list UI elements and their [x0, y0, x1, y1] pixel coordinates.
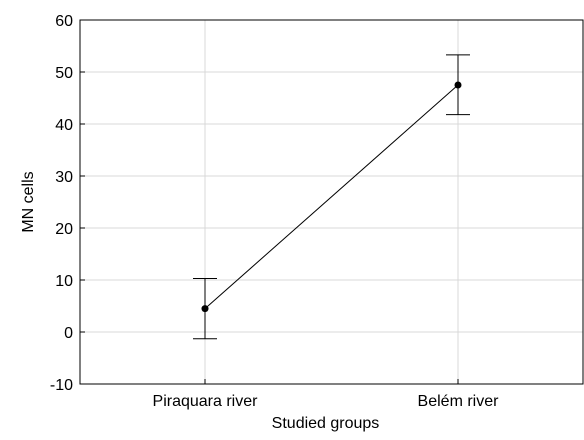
- y-tick-label: -10: [50, 377, 73, 394]
- y-tick-label: 60: [55, 13, 73, 30]
- tick-layer: -10 0 10 20 30 40 50 60 Piraquara river Belém riv…: [50, 13, 499, 410]
- series-line: [204, 84, 459, 309]
- y-tick-label: 10: [55, 273, 73, 290]
- data-point: [201, 305, 209, 313]
- data-layer: [193, 54, 470, 340]
- x-tick-label: Piraquara river: [153, 393, 259, 410]
- y-tick-label: 30: [55, 169, 73, 186]
- x-tick-label: Belém river: [418, 393, 500, 410]
- x-axis-title: Studied groups: [272, 415, 380, 432]
- y-tick-label: 50: [55, 65, 73, 82]
- y-tick-label: 0: [64, 325, 73, 342]
- grid-layer: [80, 20, 583, 384]
- y-axis-title: MN cells: [20, 171, 37, 232]
- y-tick-label: 40: [55, 117, 73, 134]
- plot-frame: [79, 19, 584, 385]
- y-tick-label: 20: [55, 221, 73, 238]
- data-point: [454, 81, 462, 89]
